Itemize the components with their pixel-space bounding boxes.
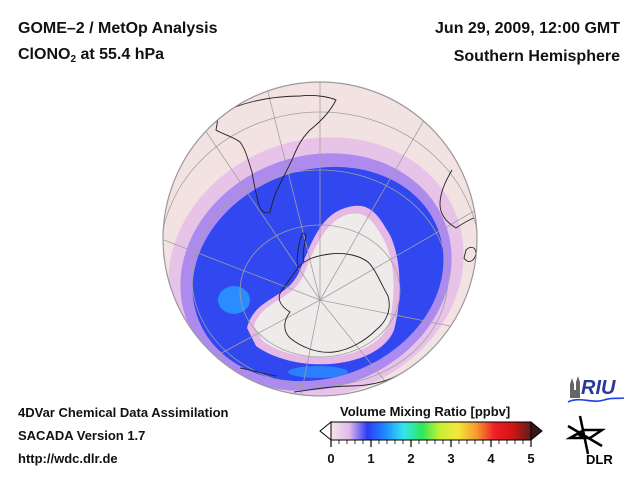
species-level: at 55.4 hPa [76, 46, 165, 63]
cathedral-icon [570, 376, 580, 398]
colorbar-ticks [330, 440, 532, 447]
colorbar-tick-label: 3 [447, 451, 455, 466]
coast-australia [239, 367, 277, 377]
coast-new-zealand [293, 373, 401, 393]
globe-outline [162, 81, 478, 397]
graticule [163, 82, 477, 396]
colorbar-tick-label: 0 [327, 451, 335, 466]
dlr-emblem-icon [565, 415, 607, 455]
colorbar-extend-high [530, 420, 543, 442]
colorbar-tick-label: 2 [407, 451, 415, 466]
dlr-text: DLR [586, 452, 613, 467]
coast-africa [439, 169, 475, 229]
colorbar-tick-label: 5 [527, 451, 535, 466]
footer-url[interactable]: http://wdc.dlr.de [18, 451, 118, 466]
field-lightblue-west [218, 286, 250, 314]
field-lightblue-south [288, 366, 348, 378]
colorbar-bar [330, 421, 532, 441]
river-wave [567, 397, 625, 403]
date-label: Jun 29, 2009, 12:00 GMT [435, 20, 620, 37]
species-name: ClONO [18, 46, 71, 63]
colorbar-tick-label: 4 [487, 451, 495, 466]
species-subscript: 2 [70, 54, 77, 65]
riu-logo: RIU [567, 376, 625, 403]
globe-map [162, 81, 478, 397]
colorbar [319, 420, 543, 447]
hemisphere-label: Southern Hemisphere [453, 48, 620, 65]
coastlines [215, 95, 477, 393]
footer-version: SACADA Version 1.7 [18, 428, 146, 443]
coast-south-america [215, 95, 337, 214]
field-vortex-interior [254, 213, 394, 358]
colorbar-tick-label: 1 [367, 451, 375, 466]
dlr-logo: DLR [565, 415, 613, 467]
riu-text: RIU [581, 377, 616, 399]
title-instrument: GOME–2 / MetOp Analysis [18, 20, 218, 37]
title-species: ClONO2 at 55.4 hPa [18, 46, 164, 65]
footer-method: 4DVar Chemical Data Assimilation [18, 405, 229, 420]
colorbar-extend-low [319, 420, 332, 442]
coast-antarctic-peninsula [296, 232, 307, 269]
coast-antarctica [278, 253, 390, 353]
colorbar-title: Volume Mixing Ratio [ppbv] [340, 404, 511, 419]
